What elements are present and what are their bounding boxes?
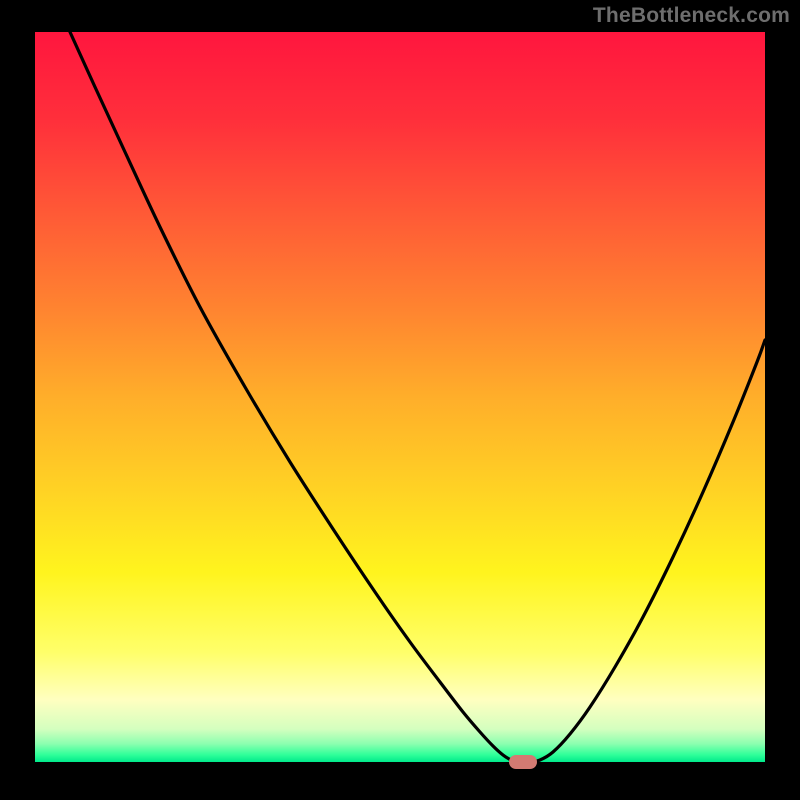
bottleneck-curve [35,32,765,762]
curve-path [70,32,765,762]
minimum-marker [509,755,537,769]
watermark-text: TheBottleneck.com [593,4,790,28]
chart-plot-area [35,32,765,762]
